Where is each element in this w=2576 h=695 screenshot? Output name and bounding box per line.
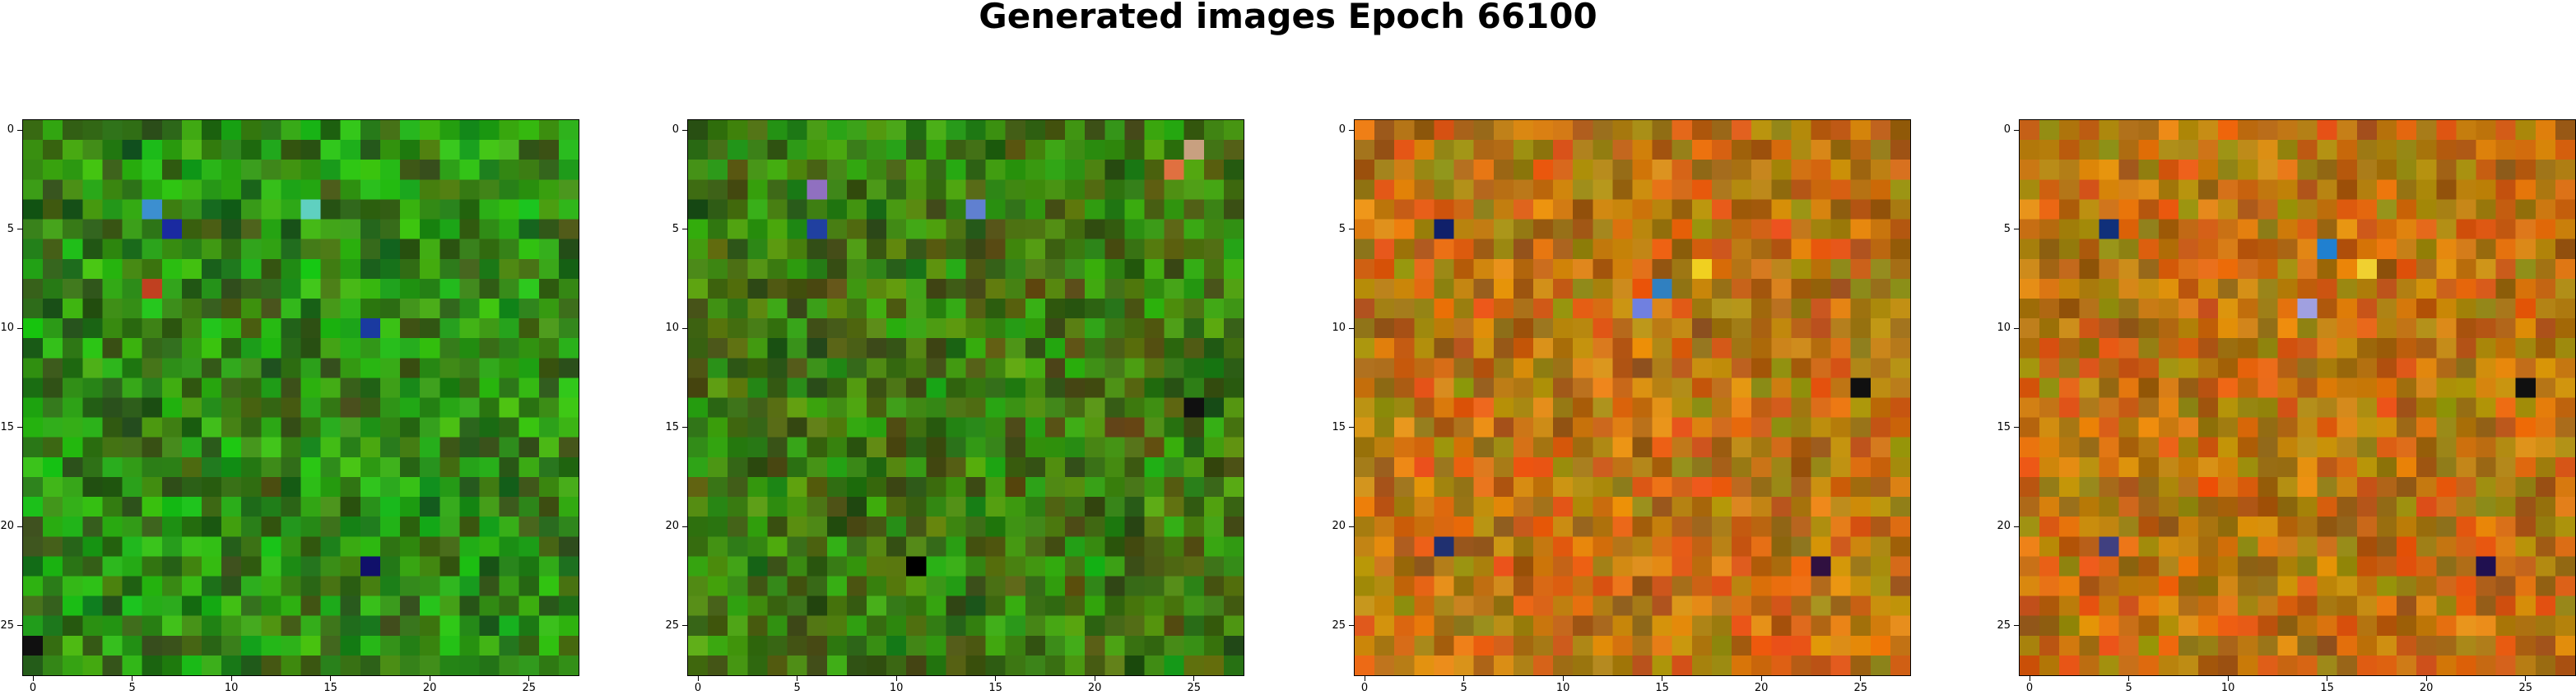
x-tick-mark <box>230 676 232 681</box>
y-tick-label: 25 <box>1997 619 2011 632</box>
image-panel-4 <box>2019 119 2576 676</box>
x-tick-label: 5 <box>2125 682 2132 694</box>
y-tick-mark <box>2014 625 2019 627</box>
y-tick-mark <box>1349 427 1354 429</box>
y-tick-label: 15 <box>1332 420 1346 433</box>
y-tick-label: 25 <box>665 619 679 632</box>
y-tick-label: 25 <box>1332 619 1346 632</box>
x-tick-mark <box>132 676 133 681</box>
x-tick-mark <box>995 676 997 681</box>
y-tick-mark <box>682 427 687 429</box>
y-tick-mark <box>17 625 22 627</box>
x-tick-label: 15 <box>323 682 337 694</box>
x-tick-mark <box>895 676 897 681</box>
y-tick-mark <box>682 327 687 329</box>
x-tick-label: 20 <box>2419 682 2434 694</box>
generated-image-2 <box>688 120 1244 675</box>
x-tick-label: 15 <box>1655 682 1669 694</box>
y-tick-mark <box>682 625 687 627</box>
y-tick-mark <box>2014 526 2019 527</box>
y-tick-label: 0 <box>1338 123 1346 137</box>
x-tick-label: 0 <box>2025 682 2034 694</box>
x-tick-mark <box>2227 676 2229 681</box>
y-tick-label: 10 <box>665 322 679 335</box>
y-tick-label: 15 <box>665 420 679 433</box>
generated-image-1 <box>23 120 579 675</box>
x-tick-label: 5 <box>1460 682 1467 694</box>
y-tick-label: 10 <box>1997 322 2011 335</box>
y-tick-mark <box>1349 526 1354 527</box>
x-tick-mark <box>697 676 699 681</box>
x-tick-label: 15 <box>988 682 1002 694</box>
y-tick-mark <box>17 327 22 329</box>
x-tick-mark <box>2525 676 2527 681</box>
y-tick-mark <box>17 427 22 429</box>
x-tick-label: 20 <box>1754 682 1769 694</box>
x-tick-label: 0 <box>1360 682 1369 694</box>
x-tick-label: 5 <box>128 682 136 694</box>
y-tick-label: 0 <box>7 123 14 137</box>
x-tick-label: 20 <box>422 682 437 694</box>
x-tick-label: 5 <box>793 682 801 694</box>
figure-title: Generated images Epoch 66100 <box>979 0 1597 36</box>
x-tick-label: 10 <box>1555 682 1570 694</box>
y-tick-mark <box>1349 129 1354 131</box>
x-tick-label: 10 <box>2220 682 2235 694</box>
x-tick-mark <box>1463 676 1465 681</box>
y-tick-label: 15 <box>1997 420 2011 433</box>
x-tick-mark <box>1860 676 1862 681</box>
y-tick-mark <box>682 526 687 527</box>
y-tick-label: 5 <box>672 222 679 235</box>
y-tick-mark <box>2014 427 2019 429</box>
generated-image-3 <box>1355 120 1910 675</box>
x-tick-label: 10 <box>889 682 904 694</box>
y-tick-label: 20 <box>1332 520 1346 533</box>
x-tick-mark <box>1562 676 1564 681</box>
x-tick-label: 25 <box>1187 682 1201 694</box>
x-tick-mark <box>1193 676 1195 681</box>
y-tick-label: 0 <box>2003 123 2011 137</box>
y-tick-label: 25 <box>0 619 14 632</box>
x-tick-label: 15 <box>2320 682 2334 694</box>
x-tick-mark <box>32 676 34 681</box>
y-tick-mark <box>1349 327 1354 329</box>
image-panel-3 <box>1354 119 1911 676</box>
x-tick-label: 10 <box>224 682 239 694</box>
x-tick-label: 25 <box>2518 682 2532 694</box>
x-tick-label: 25 <box>1853 682 1867 694</box>
x-tick-label: 20 <box>1087 682 1102 694</box>
image-panel-2 <box>687 119 1244 676</box>
x-tick-mark <box>1760 676 1762 681</box>
y-tick-mark <box>2014 129 2019 131</box>
y-tick-label: 15 <box>0 420 14 433</box>
x-tick-label: 25 <box>522 682 536 694</box>
y-tick-mark <box>17 129 22 131</box>
x-tick-label: 0 <box>29 682 37 694</box>
x-tick-label: 0 <box>694 682 702 694</box>
x-tick-mark <box>528 676 530 681</box>
y-tick-label: 5 <box>1338 222 1346 235</box>
y-tick-label: 20 <box>0 520 14 533</box>
y-tick-label: 5 <box>7 222 14 235</box>
y-tick-mark <box>17 526 22 527</box>
y-tick-label: 20 <box>1997 520 2011 533</box>
x-tick-mark <box>2128 676 2130 681</box>
generated-image-4 <box>2020 120 2575 675</box>
y-tick-mark <box>2014 327 2019 329</box>
y-tick-mark <box>1349 625 1354 627</box>
image-panel-1 <box>22 119 579 676</box>
y-tick-label: 10 <box>0 322 14 335</box>
x-tick-mark <box>2425 676 2427 681</box>
y-tick-label: 5 <box>2003 222 2011 235</box>
y-tick-mark <box>682 129 687 131</box>
y-tick-label: 20 <box>665 520 679 533</box>
y-tick-label: 10 <box>1332 322 1346 335</box>
y-tick-label: 0 <box>672 123 679 137</box>
x-tick-mark <box>330 676 332 681</box>
